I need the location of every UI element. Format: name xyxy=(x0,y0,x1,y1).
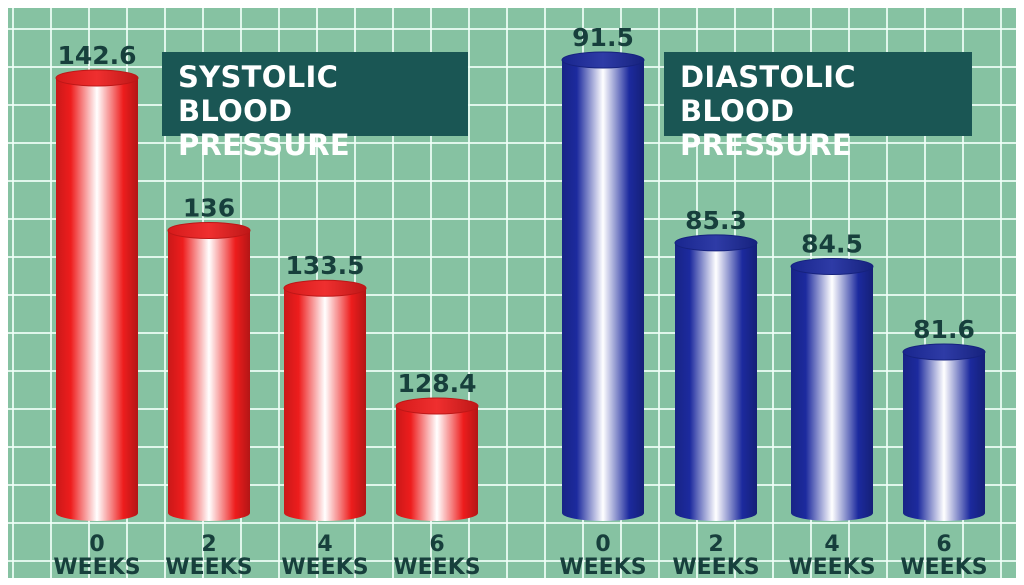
dia-bar-2 xyxy=(790,257,874,521)
sys-bar-body-1 xyxy=(168,230,250,522)
sys-bar-top-2 xyxy=(283,279,367,297)
dia-x-label-unit-2: WEEKS xyxy=(788,555,875,580)
sys-bar-top-1 xyxy=(167,221,251,239)
sys-bar-top-3 xyxy=(395,397,479,415)
dia-bar-top-0 xyxy=(561,51,645,69)
dia-bar-0 xyxy=(561,51,645,521)
dia-value-label-2: 84.5 xyxy=(801,229,863,258)
sys-bar-top-0 xyxy=(55,69,139,87)
diastolic-title-line-2: BLOOD PRESSURE xyxy=(680,94,852,162)
sys-bar-body-3 xyxy=(396,406,478,521)
dia-value-label-1: 85.3 xyxy=(685,206,747,235)
diastolic-title-line-1: DIASTOLIC xyxy=(680,60,856,94)
dia-bar-body-0 xyxy=(562,60,644,521)
sys-x-label-num-2: 4 xyxy=(317,532,332,557)
sys-x-label-unit-1: WEEKS xyxy=(165,555,252,580)
dia-bar-body-2 xyxy=(791,266,873,521)
dia-bar-body-1 xyxy=(675,242,757,521)
sys-bar-2 xyxy=(283,279,367,521)
sys-x-label-unit-3: WEEKS xyxy=(393,555,480,580)
sys-bar-body-2 xyxy=(284,288,366,521)
dia-x-label-unit-1: WEEKS xyxy=(672,555,759,580)
sys-bar-3 xyxy=(395,397,479,521)
sys-x-label-unit-0: WEEKS xyxy=(53,555,140,580)
dia-x-label-num-0: 0 xyxy=(595,532,610,557)
sys-value-label-3: 128.4 xyxy=(397,369,476,398)
dia-x-label-unit-3: WEEKS xyxy=(900,555,987,580)
sys-value-label-0: 142.6 xyxy=(57,41,136,70)
sys-bar-body-0 xyxy=(56,78,138,521)
sys-bar-1 xyxy=(167,221,251,522)
sys-x-label-num-3: 6 xyxy=(429,532,444,557)
dia-x-label-num-2: 4 xyxy=(824,532,839,557)
systolic-title: SYSTOLIC BLOOD PRESSURE xyxy=(162,52,468,162)
dia-value-label-0: 91.5 xyxy=(572,23,634,52)
sys-x-label-num-0: 0 xyxy=(89,532,104,557)
dia-bar-top-1 xyxy=(674,234,758,252)
dia-bar-3 xyxy=(902,343,986,521)
dia-bar-top-3 xyxy=(902,343,986,361)
sys-value-label-2: 133.5 xyxy=(285,251,364,280)
dia-bar-1 xyxy=(674,234,758,521)
systolic-title-line-1: SYSTOLIC xyxy=(178,60,339,94)
sys-x-label-unit-2: WEEKS xyxy=(281,555,368,580)
dia-bar-top-2 xyxy=(790,257,874,275)
dia-x-label-num-1: 2 xyxy=(708,532,723,557)
sys-x-label-num-1: 2 xyxy=(201,532,216,557)
dia-x-label-num-3: 6 xyxy=(936,532,951,557)
diastolic-title: DIASTOLIC BLOOD PRESSURE xyxy=(664,52,972,162)
dia-bar-body-3 xyxy=(903,352,985,521)
sys-bar-0 xyxy=(55,69,139,521)
dia-x-label-unit-0: WEEKS xyxy=(559,555,646,580)
dia-value-label-3: 81.6 xyxy=(913,315,975,344)
sys-value-label-1: 136 xyxy=(183,193,235,222)
systolic-title-line-2: BLOOD PRESSURE xyxy=(178,94,350,162)
